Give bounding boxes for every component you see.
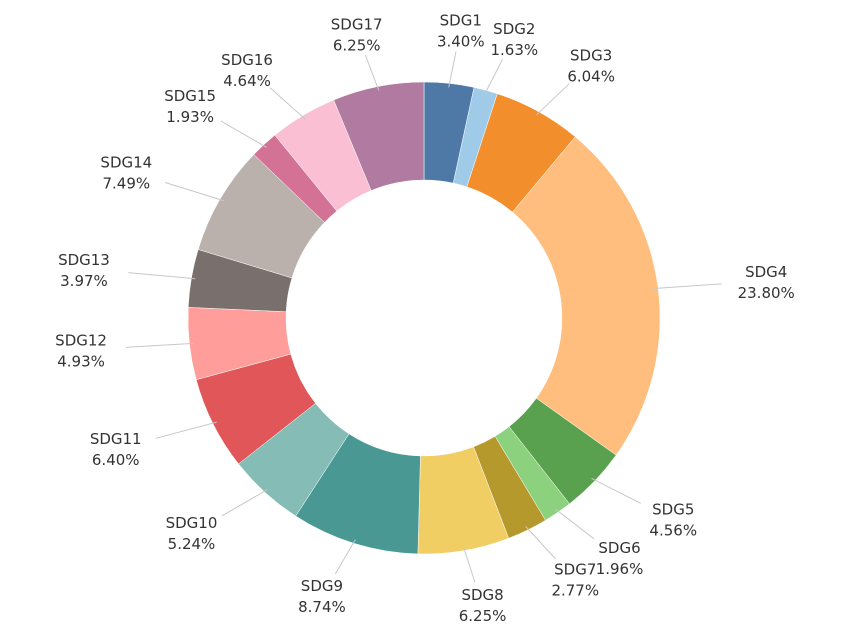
- leader-line-sdg10: [221, 488, 268, 517]
- value-label: 1.96%: [596, 560, 644, 578]
- value-label: 8.74%: [298, 598, 346, 616]
- leader-line-sdg14: [165, 182, 224, 202]
- leader-line-sdg11: [155, 421, 217, 439]
- category-label: SDG5: [652, 501, 694, 519]
- category-label: SDG4: [745, 263, 787, 281]
- category-label: SDG16: [221, 51, 273, 69]
- value-label: 6.04%: [567, 67, 615, 85]
- value-label: 3.40%: [437, 33, 485, 51]
- value-label: 4.93%: [57, 353, 105, 371]
- value-label: 6.40%: [92, 451, 140, 469]
- slice-sdg17: [333, 81, 425, 191]
- category-label: SDG15: [164, 87, 216, 105]
- category-label: SDG6: [598, 539, 640, 557]
- value-label: 1.63%: [490, 41, 538, 59]
- leader-line-sdg2: [484, 59, 503, 95]
- slice-sdg4: [512, 136, 661, 456]
- leader-line-sdg13: [128, 272, 196, 280]
- category-label: SDG10: [166, 514, 218, 532]
- category-label: SDG12: [55, 332, 107, 350]
- value-label: 1.93%: [166, 108, 214, 126]
- leader-line-sdg9: [334, 539, 356, 575]
- category-label: SDG17: [331, 16, 383, 34]
- leader-line-sdg16: [269, 87, 306, 120]
- leader-line-sdg7: [525, 526, 556, 560]
- category-label: SDG13: [58, 251, 110, 269]
- category-label: SDG7: [554, 561, 596, 579]
- category-label: SDG3: [570, 46, 612, 64]
- value-label: 5.24%: [168, 535, 216, 553]
- category-label: SDG11: [90, 430, 142, 448]
- value-label: 4.64%: [223, 72, 271, 90]
- value-label: 6.25%: [459, 607, 507, 625]
- leader-line-sdg1: [448, 51, 457, 88]
- leader-line-sdg4: [654, 283, 722, 289]
- category-label: SDG14: [100, 153, 152, 171]
- value-label: 2.77%: [551, 582, 599, 600]
- leader-line-sdg3: [536, 83, 570, 116]
- leader-line-sdg6: [555, 508, 595, 540]
- value-label: 23.80%: [738, 284, 795, 302]
- leader-line-sdg17: [365, 54, 380, 91]
- leader-line-sdg15: [220, 120, 267, 148]
- category-label: SDG9: [301, 577, 343, 595]
- leader-line-sdg12: [125, 342, 194, 348]
- value-label: 6.25%: [333, 37, 381, 55]
- category-label: SDG8: [461, 586, 503, 604]
- leader-line-sdg8: [462, 546, 476, 583]
- value-label: 4.56%: [649, 522, 697, 540]
- category-label: SDG1: [440, 12, 482, 30]
- category-label: SDG2: [493, 20, 535, 38]
- value-label: 3.97%: [60, 272, 108, 290]
- leader-line-sdg5: [591, 477, 641, 504]
- value-label: 7.49%: [103, 174, 151, 192]
